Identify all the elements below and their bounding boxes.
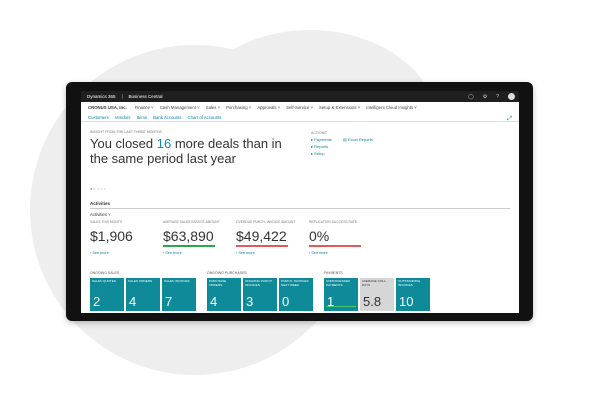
see-more-link[interactable]: › See more <box>236 251 255 255</box>
kpi-value[interactable]: $63,890 <box>163 228 214 244</box>
insight-headline: You closed 16 more deals than in the sam… <box>90 136 290 166</box>
help-icon[interactable]: ? <box>496 93 499 100</box>
tile-value: 10 <box>399 294 414 309</box>
nav-intelligent-cloud[interactable]: Intelligent Cloud Insights ˅ <box>366 105 417 110</box>
tile-sales-invoices[interactable]: SALES INVOICES 7 <box>162 278 196 311</box>
link-customers[interactable]: Customers <box>88 114 109 120</box>
nav-purchasing[interactable]: Purchasing ˅ <box>226 105 252 110</box>
kpi-value[interactable]: 0% <box>309 228 330 244</box>
company-name: CRONUS USA, Inc. <box>88 105 127 110</box>
lightbulb-icon[interactable]: ◯ <box>468 93 474 100</box>
tile-purch-invoices-next-week[interactable]: PURCH. INVOICES NEXT WEEK 0 <box>279 278 313 311</box>
divider <box>90 208 510 209</box>
tile-label: AVERAGE COLL. DAYS <box>362 279 387 287</box>
tile-purchase-orders[interactable]: PURCHASE ORDERS 4 <box>207 278 241 311</box>
tile-label: OUTSTANDING INVOICES <box>398 279 421 287</box>
kpi-overdue-purch-invoice[interactable]: OVERDUE PURCH. INVOICE AMOUNT $49,422 › … <box>236 220 306 255</box>
tile-unprocessed-payments[interactable]: UNPROCESSED PAYMENTS 1 <box>324 278 358 311</box>
kpi-indicator-bar <box>236 245 288 247</box>
kpi-label: REPLICATION SUCCESS RATE <box>309 220 358 224</box>
top-bar: Dynamics 365 Business Central ◯ ⚙ ? <box>81 91 519 102</box>
insight-label: INSIGHT FROM THE LAST THREE MONTHS <box>90 130 162 134</box>
group-label-payments: PAYMENTS <box>324 271 343 275</box>
app-name[interactable]: Dynamics 365 <box>81 94 123 99</box>
carousel-dots[interactable]: ●○○○○ <box>90 186 108 191</box>
see-more-link[interactable]: › See more <box>90 251 109 255</box>
nav-approvals[interactable]: Approvals ˅ <box>257 105 281 110</box>
tile-label: PURCHASE ORDERS <box>209 279 227 287</box>
tile-label: UNPROCESSED PAYMENTS <box>326 279 350 287</box>
tile-label: ONGOING PURCH. INVOICES <box>245 279 273 287</box>
avatar[interactable] <box>508 93 515 100</box>
tile-ongoing-purch-invoices[interactable]: ONGOING PURCH. INVOICES 3 <box>243 278 277 311</box>
main-nav: CRONUS USA, Inc. Finance ˅ Cash Manageme… <box>81 102 519 113</box>
nav-sales[interactable]: Sales ˅ <box>205 105 221 110</box>
tile-value: 0 <box>282 294 290 309</box>
tile-label: SALES INVOICES <box>164 279 190 283</box>
tile-value: 4 <box>129 294 137 309</box>
activities-subheading[interactable]: Activities ˅ <box>90 212 111 217</box>
nav-cash-management[interactable]: Cash Management ˅ <box>159 105 200 110</box>
tile-sales-orders[interactable]: SALES ORDERS 4 <box>126 278 160 311</box>
cue-tiles-area: ONGOING SALES ONGOING PURCHASES PAYMENTS… <box>90 271 510 311</box>
module-name[interactable]: Business Central <box>128 94 163 99</box>
nav-setup-extensions[interactable]: Setup & Extensions ˅ <box>319 105 361 110</box>
tile-value: 7 <box>165 294 173 309</box>
tile-average-coll-days[interactable]: AVERAGE COLL. DAYS 5.8 <box>360 278 394 311</box>
kpi-indicator-bar <box>163 245 215 247</box>
kpi-sales-this-month[interactable]: SALES THIS MONTH $1,906 › See more <box>90 220 160 255</box>
tile-label: SALES QUOTES <box>92 279 116 283</box>
kpi-value[interactable]: $1,906 <box>90 228 133 244</box>
action-payments[interactable]: ▸ Payments <box>311 137 332 142</box>
tile-value: 4 <box>210 294 218 309</box>
gear-icon[interactable]: ⚙ <box>482 93 488 100</box>
headline-pre: You closed <box>90 136 157 151</box>
group-label-ongoing-purchases: ONGOING PURCHASES <box>207 271 247 275</box>
tile-label: PURCH. INVOICES NEXT WEEK <box>281 279 309 287</box>
action-setup[interactable]: ▸ Setup <box>311 151 325 156</box>
group-label-ongoing-sales: ONGOING SALES <box>90 271 120 275</box>
kpi-label: OVERDUE PURCH. INVOICE AMOUNT <box>236 220 296 224</box>
tile-value: 3 <box>246 294 254 309</box>
see-more-link[interactable]: › See more <box>163 251 182 255</box>
headline-post: more deals than in the same period last … <box>90 136 282 166</box>
kpi-replication-success-rate[interactable]: REPLICATION SUCCESS RATE 0% › See more <box>309 220 379 255</box>
nav-self-service[interactable]: Self-Service ˅ <box>286 105 314 110</box>
link-bank-accounts[interactable]: Bank Accounts <box>153 114 182 120</box>
actions-right: ▤ Excel Reports <box>343 137 373 144</box>
tile-outstanding-invoices[interactable]: OUTSTANDING INVOICES 10 <box>396 278 430 311</box>
link-chart-of-accounts[interactable]: Chart of Accounts <box>187 114 222 120</box>
tile-value: 2 <box>93 294 101 309</box>
kpi-label: AVERAGE SALES INVOICE AMOUNT <box>163 220 220 224</box>
quick-links: Customers Vendors Items Bank Accounts Ch… <box>81 113 519 122</box>
headline-number: 16 <box>156 136 172 151</box>
nav-finance[interactable]: Finance ˅ <box>134 105 154 110</box>
tile-label: SALES ORDERS <box>128 279 153 283</box>
actions-panel: ACTIONS ▸ Payments ▸ Reports ▸ Setup ▤ E… <box>311 131 383 158</box>
kpi-indicator-bar <box>309 245 361 247</box>
tile-sales-quotes[interactable]: SALES QUOTES 2 <box>90 278 124 311</box>
laptop-frame: Dynamics 365 Business Central ◯ ⚙ ? CRON… <box>66 82 533 321</box>
link-items[interactable]: Items <box>136 114 148 120</box>
tile-status-stripe <box>326 306 356 307</box>
tile-value: 1 <box>327 294 335 309</box>
actions-title: ACTIONS <box>311 131 327 135</box>
app-screen: Dynamics 365 Business Central ◯ ⚙ ? CRON… <box>81 91 519 313</box>
kpi-label: SALES THIS MONTH <box>90 220 122 224</box>
expand-icon[interactable]: ⤢ <box>507 116 512 122</box>
action-excel-reports[interactable]: ▤ Excel Reports <box>343 137 373 142</box>
actions-left: ▸ Payments ▸ Reports ▸ Setup <box>311 137 332 158</box>
tile-value: 5.8 <box>363 294 382 309</box>
kpi-average-sales-invoice[interactable]: AVERAGE SALES INVOICE AMOUNT $63,890 › S… <box>163 220 233 255</box>
kpi-value[interactable]: $49,422 <box>236 228 287 244</box>
link-vendors[interactable]: Vendors <box>114 114 131 120</box>
action-reports[interactable]: ▸ Reports <box>311 144 329 149</box>
see-more-link[interactable]: › See more <box>309 251 328 255</box>
activities-heading: Activities <box>90 201 111 206</box>
